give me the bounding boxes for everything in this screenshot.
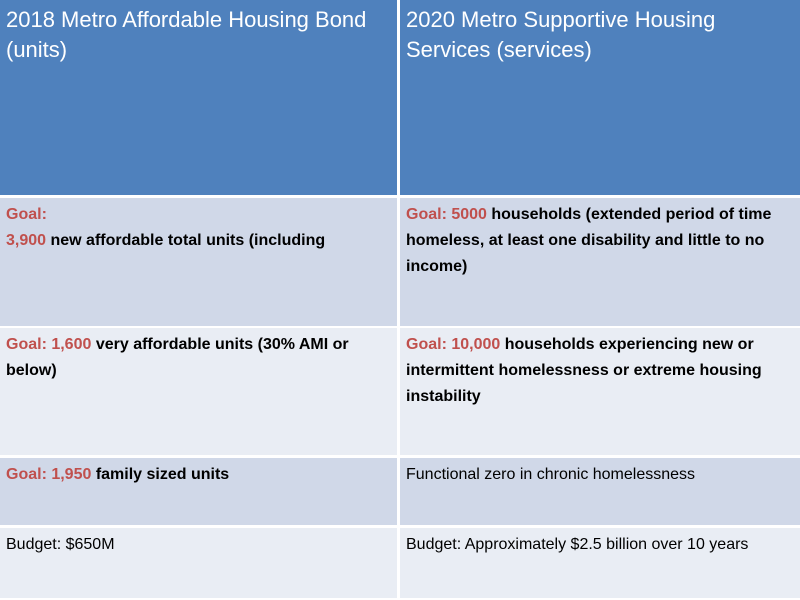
row3-col1: Goal: 1,950 family sized units <box>0 458 397 525</box>
goal-text: households experiencing new or intermitt… <box>406 336 762 405</box>
budget-text: Budget: $650M <box>6 536 115 553</box>
row3-col2: Functional zero in chronic homelessness <box>400 458 800 525</box>
header-col2: 2020 Metro Supportive Housing Services (… <box>400 0 800 195</box>
goal-label: Goal: 10,000 <box>406 336 501 353</box>
row2-col1: Goal: 1,600 very affordable units (30% A… <box>0 328 397 455</box>
cell-text: Functional zero in chronic homelessness <box>406 466 696 483</box>
row2-col2: Goal: 10,000 households experiencing new… <box>400 328 800 455</box>
budget-text: Budget: Approximately $2.5 billion over … <box>406 536 749 553</box>
row4-col1: Budget: $650M <box>0 528 397 598</box>
goal-label: Goal: 1,600 <box>6 336 92 353</box>
goal-label: Goal: 5000 <box>406 206 487 223</box>
row4-col2: Budget: Approximately $2.5 billion over … <box>400 528 800 598</box>
goal-text: new affordable total units (including <box>46 232 326 249</box>
goal-text: family sized units <box>91 466 230 483</box>
goal-text: very affordable units (30% AMI or below) <box>6 336 349 379</box>
goal-value: 3,900 <box>6 232 47 249</box>
header-col1: 2018 Metro Affordable Housing Bond (unit… <box>0 0 397 195</box>
goal-text: households (extended period of time home… <box>406 206 772 275</box>
goal-label: Goal: 1,950 <box>6 466 92 483</box>
row1-col2: Goal: 5000 households (extended period o… <box>400 198 800 326</box>
row1-col1: Goal: 3,900 new affordable total units (… <box>0 198 397 326</box>
goal-label: Goal: <box>6 206 47 223</box>
